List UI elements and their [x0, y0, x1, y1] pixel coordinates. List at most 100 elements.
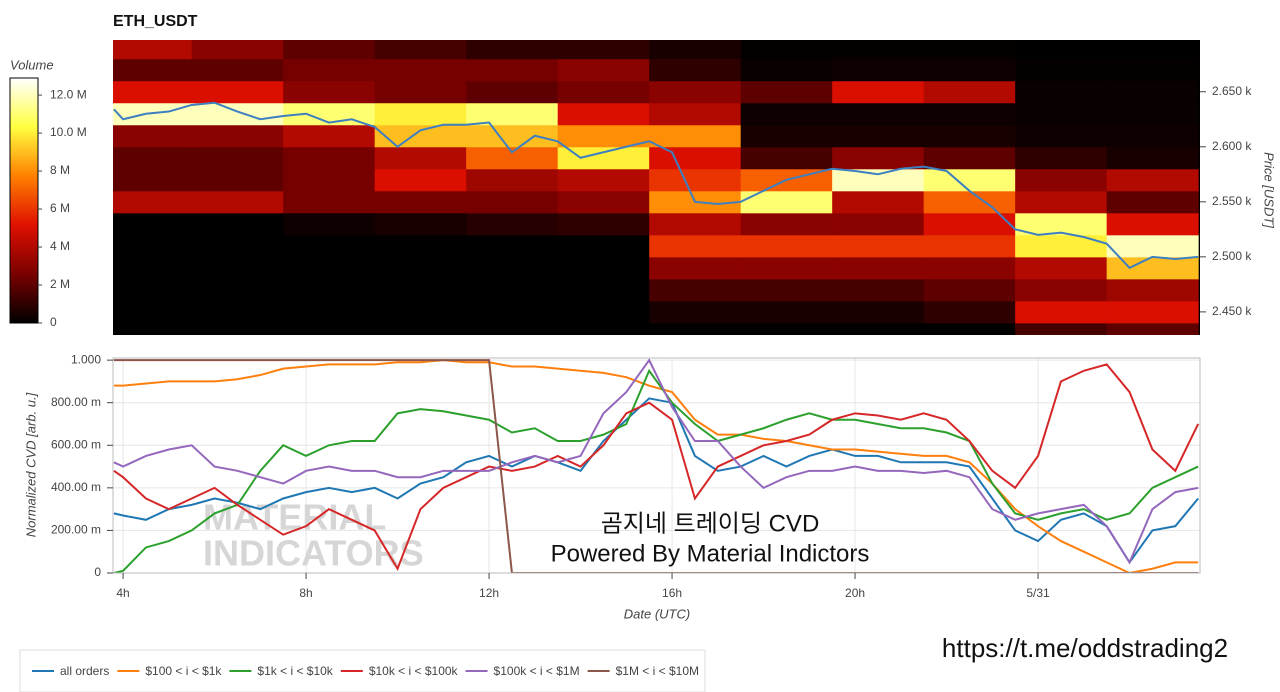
series-line [113, 358, 1199, 565]
heatmap-cell [1106, 300, 1199, 324]
colorbar-tick-label: 0 [50, 315, 57, 329]
heatmap-cell [1015, 300, 1108, 324]
heatmap-cell [113, 80, 193, 104]
heatmap-cell [113, 256, 193, 280]
y-tick-label: 2.450 k [1212, 304, 1252, 318]
x-tick-label: 8h [299, 586, 312, 600]
heatmap-cell [557, 168, 650, 192]
heatmap-cell [832, 322, 925, 335]
heatmap-cell [191, 102, 284, 126]
heatmap-cell [649, 146, 742, 170]
heatmap-cell [1106, 102, 1199, 126]
heatmap-cell [374, 234, 467, 258]
heatmap-cell [466, 168, 559, 192]
heatmap-cell [466, 124, 559, 148]
cvd-frame [112, 357, 1201, 574]
heatmap-cell [374, 146, 467, 170]
heatmap-cell [466, 256, 559, 280]
heatmap-cell [832, 234, 925, 258]
heatmap-cell [374, 212, 467, 236]
heatmap-cell [649, 278, 742, 302]
heatmap-cell [113, 322, 193, 335]
heatmap-cell [1015, 212, 1108, 236]
legend-label: $1k < i < $10k [257, 664, 333, 678]
heatmap-cell [832, 300, 925, 324]
heatmap-cell [466, 234, 559, 258]
heatmap-cell [557, 300, 650, 324]
heatmap-cell [923, 234, 1016, 258]
heatmap-cell [374, 190, 467, 214]
heatmap-cell [923, 40, 1016, 60]
heatmap-cell [649, 124, 742, 148]
heatmap-cell [374, 322, 467, 335]
colorbar-tick-label: 6 M [50, 201, 70, 215]
heatmap-cell [113, 58, 193, 82]
heatmap-cell [557, 124, 650, 148]
heatmap-cell [466, 278, 559, 302]
y-tick-label: 800.00 m [51, 395, 101, 409]
heatmap-cell [923, 58, 1016, 82]
heatmap-cell [923, 190, 1016, 214]
heatmap-cell [191, 256, 284, 280]
heatmap-cell [832, 102, 925, 126]
heatmap-cell [649, 212, 742, 236]
y-axis-title: Normalized CVD [arb. u.] [23, 392, 38, 537]
heatmap-cell [283, 256, 376, 280]
series-line [113, 363, 1200, 572]
heatmap-cell [649, 168, 742, 192]
heatmap-cell [740, 58, 833, 82]
heatmap-cell [283, 212, 376, 236]
heatmap-cell [923, 322, 1016, 335]
heatmap-cell [557, 102, 650, 126]
heatmap-cell [191, 278, 284, 302]
heatmap-cell [832, 168, 925, 192]
heatmap-cell [557, 322, 650, 335]
heatmap-plot [113, 40, 1200, 335]
heatmap-cell [1106, 80, 1199, 104]
axes: 2.450 k 2.500 k 2.550 k 2.600 k 2.650 k 0 2 M 4… [9, 77, 1252, 678]
heatmap-cell [374, 80, 467, 104]
heatmap-cell [283, 40, 376, 60]
heatmap-cell [832, 212, 925, 236]
heatmap-cell [832, 256, 925, 280]
heatmap-cell [1015, 168, 1108, 192]
series-line [113, 397, 1199, 565]
heatmap-cell [649, 234, 742, 258]
heatmap-cell [191, 322, 284, 335]
colorbar-tick-label: 4 M [50, 239, 70, 253]
heatmap-cell [557, 58, 650, 82]
heatmap-cell [1106, 212, 1199, 236]
heatmap-cell [923, 80, 1016, 104]
heatmap-cell [374, 168, 467, 192]
y-tick-label: 200.00 m [51, 523, 101, 537]
heatmap-cell [832, 58, 925, 82]
heatmap-cell [466, 146, 559, 170]
heatmap-cell [1106, 322, 1199, 335]
heatmap-cell [740, 80, 833, 104]
x-axis-title: Date (UTC) [624, 606, 690, 621]
heatmap-cell [283, 234, 376, 258]
x-tick-label: 20h [845, 586, 865, 600]
heatmap-cell [191, 300, 284, 324]
x-tick-label: 5/31 [1026, 586, 1050, 600]
heatmap-cell [832, 190, 925, 214]
heatmap-cell [923, 102, 1016, 126]
heatmap-cell [832, 146, 925, 170]
heatmap-cell [374, 102, 467, 126]
heatmap-cell [1106, 278, 1199, 302]
heatmap-cell [113, 146, 193, 170]
heatmap-cell [557, 190, 650, 214]
heatmap-cell [466, 322, 559, 335]
heatmap-cell [740, 322, 833, 335]
heatmap-cell [283, 322, 376, 335]
heatmap-cell [283, 146, 376, 170]
colorbar-title: Volume [10, 57, 54, 72]
y-axis-title: Price [USDT] [1262, 152, 1277, 228]
heatmap-cell [832, 278, 925, 302]
heatmap-cell [374, 278, 467, 302]
legend-label: $10k < i < $100k [369, 664, 459, 678]
legend-label: $100 < i < $1k [145, 664, 222, 678]
heatmap-cell [466, 212, 559, 236]
heatmap-cell [374, 40, 467, 60]
